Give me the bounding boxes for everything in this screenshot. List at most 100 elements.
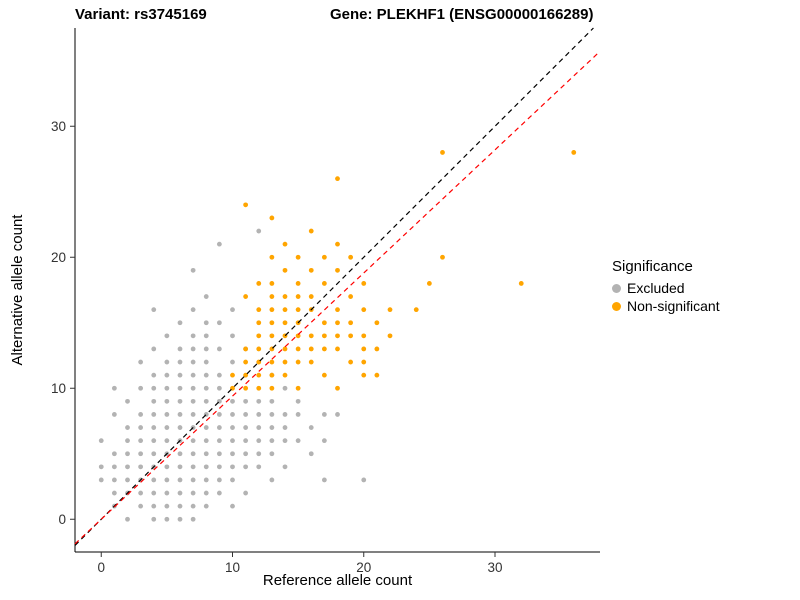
data-point-non-significant	[295, 359, 301, 365]
data-point-excluded	[256, 398, 262, 404]
data-point-excluded	[256, 438, 262, 444]
data-point-non-significant	[269, 359, 275, 365]
data-point-excluded	[138, 464, 144, 470]
y-tick-label: 0	[58, 512, 66, 527]
data-point-excluded	[138, 490, 144, 496]
data-point-excluded	[177, 451, 183, 457]
data-point-non-significant	[308, 346, 314, 352]
data-point-non-significant	[374, 372, 380, 378]
data-point-excluded	[164, 503, 170, 509]
data-point-excluded	[269, 412, 275, 417]
data-point-excluded	[125, 425, 130, 430]
data-point-non-significant	[387, 307, 393, 313]
data-point-excluded	[269, 425, 275, 430]
data-point-excluded	[111, 451, 117, 457]
data-point-excluded	[190, 398, 196, 404]
data-point-excluded	[282, 438, 288, 444]
data-point-excluded	[203, 398, 209, 404]
data-point-excluded	[151, 372, 157, 378]
data-point-excluded	[230, 307, 235, 313]
data-point-non-significant	[335, 346, 340, 352]
data-point-excluded	[230, 438, 235, 444]
data-point-excluded	[177, 490, 183, 496]
data-point-non-significant	[335, 320, 340, 326]
data-point-non-significant	[269, 281, 275, 286]
data-point-excluded	[243, 438, 249, 444]
data-point-excluded	[335, 412, 340, 417]
data-point-non-significant	[295, 294, 301, 299]
data-point-excluded	[269, 451, 275, 457]
data-point-excluded	[203, 451, 209, 457]
data-point-excluded	[125, 398, 130, 404]
data-point-excluded	[230, 464, 235, 470]
data-point-excluded	[256, 464, 262, 470]
data-point-excluded	[151, 503, 157, 509]
data-point-non-significant	[387, 333, 393, 339]
data-point-non-significant	[413, 307, 419, 313]
data-point-excluded	[177, 503, 183, 509]
data-point-excluded	[190, 333, 196, 339]
data-point-excluded	[230, 359, 235, 365]
data-point-excluded	[190, 307, 196, 313]
data-point-excluded	[321, 477, 327, 483]
data-point-non-significant	[282, 307, 288, 313]
data-point-excluded	[125, 438, 130, 444]
legend-item-non-significant: Non-significant	[612, 298, 797, 314]
x-tick-label: 20	[356, 560, 371, 575]
data-point-excluded	[216, 425, 222, 430]
data-point-excluded	[243, 490, 249, 496]
data-point-excluded	[216, 346, 222, 352]
x-axis-label: Reference allele count	[262, 572, 413, 589]
data-point-non-significant	[308, 267, 314, 273]
data-point-excluded	[164, 412, 170, 417]
data-point-non-significant	[335, 241, 340, 247]
data-point-excluded	[243, 398, 249, 404]
data-point-excluded	[177, 346, 183, 352]
data-point-excluded	[151, 425, 157, 430]
data-point-excluded	[177, 464, 183, 470]
data-point-excluded	[282, 425, 288, 430]
data-point-non-significant	[335, 385, 340, 391]
data-point-excluded	[164, 516, 170, 522]
data-point-non-significant	[282, 267, 288, 273]
data-point-excluded	[164, 425, 170, 430]
data-point-non-significant	[295, 385, 301, 391]
data-point-excluded	[243, 425, 249, 430]
data-point-excluded	[177, 385, 183, 391]
x-tick-label: 30	[487, 560, 502, 575]
data-point-excluded	[138, 451, 144, 457]
data-point-excluded	[138, 385, 144, 391]
data-point-excluded	[190, 503, 196, 509]
data-point-excluded	[138, 359, 144, 365]
data-point-non-significant	[361, 372, 367, 378]
data-point-non-significant	[348, 320, 354, 326]
data-point-excluded	[164, 438, 170, 444]
data-point-excluded	[111, 490, 117, 496]
data-point-excluded	[203, 503, 209, 509]
data-point-non-significant	[295, 254, 301, 260]
data-point-non-significant	[269, 254, 275, 260]
data-point-excluded	[151, 412, 157, 417]
data-point-non-significant	[256, 385, 262, 391]
data-point-non-significant	[243, 346, 249, 352]
data-point-excluded	[177, 320, 183, 326]
data-point-non-significant	[295, 307, 301, 313]
data-point-non-significant	[440, 150, 445, 155]
legend-label-excluded: Excluded	[627, 280, 685, 296]
data-point-non-significant	[295, 333, 301, 339]
data-point-excluded	[190, 372, 196, 378]
data-point-non-significant	[321, 254, 327, 260]
data-point-excluded	[177, 516, 183, 522]
data-point-excluded	[177, 477, 183, 483]
data-point-non-significant	[295, 346, 301, 352]
data-point-excluded	[164, 398, 170, 404]
data-point-excluded	[177, 359, 183, 365]
data-point-excluded	[190, 464, 196, 470]
data-point-non-significant	[256, 372, 262, 378]
data-point-excluded	[216, 451, 222, 457]
plot-title-variant: Variant: rs3745169	[75, 6, 207, 23]
data-point-excluded	[177, 398, 183, 404]
data-point-non-significant	[269, 385, 275, 391]
data-point-excluded	[203, 333, 209, 339]
